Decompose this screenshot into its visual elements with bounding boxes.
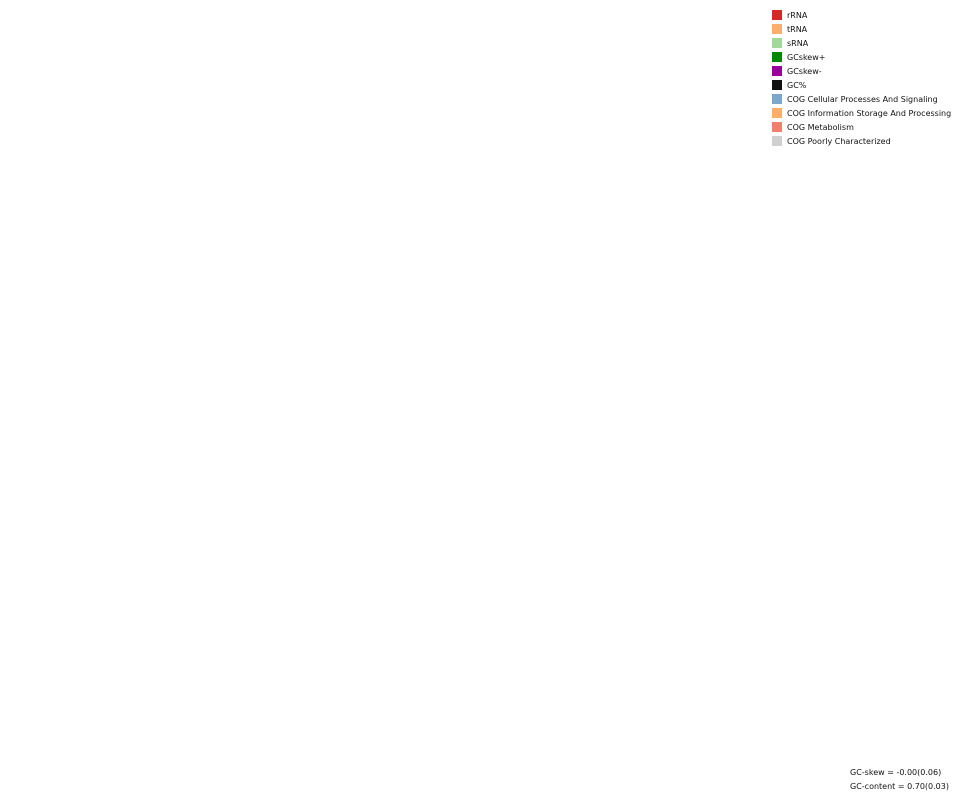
legend-item: COG Information Storage And Processing: [772, 106, 951, 120]
legend-label: COG Poorly Characterized: [787, 136, 891, 146]
legend-item: GC%: [772, 78, 951, 92]
legend-swatch: [772, 80, 782, 90]
legend-item: COG Poorly Characterized: [772, 134, 951, 148]
legend-item: GCskew+: [772, 50, 951, 64]
legend-label: tRNA: [787, 24, 808, 34]
legend-label: GCskew-: [787, 66, 822, 76]
legend-item: COG Cellular Processes And Signaling: [772, 92, 951, 106]
legend-label: COG Metabolism: [787, 122, 854, 132]
legend-item: tRNA: [772, 22, 951, 36]
legend-swatch: [772, 10, 782, 20]
legend: rRNA tRNA sRNA GCskew+ GCskew- GC% COG Cellula…: [772, 8, 951, 148]
gc-stats: GC-skew = -0.00(0.06) GC-content = 0.70(…: [850, 766, 949, 794]
legend-item: GCskew-: [772, 64, 951, 78]
legend-label: COG Cellular Processes And Signaling: [787, 94, 938, 104]
legend-swatch: [772, 52, 782, 62]
legend-swatch: [772, 122, 782, 132]
legend-swatch: [772, 94, 782, 104]
legend-swatch: [772, 136, 782, 146]
legend-swatch: [772, 66, 782, 76]
legend-swatch: [772, 38, 782, 48]
gc-content-stat: GC-content = 0.70(0.03): [850, 782, 949, 791]
legend-label: GC%: [787, 80, 807, 90]
legend-item: rRNA: [772, 8, 951, 22]
legend-swatch: [772, 24, 782, 34]
legend-label: GCskew+: [787, 52, 826, 62]
legend-label: sRNA: [787, 38, 809, 48]
track-guide-lines: [0, 0, 239, 69]
legend-item: sRNA: [772, 36, 951, 50]
legend-label: rRNA: [787, 10, 808, 20]
legend-label: COG Information Storage And Processing: [787, 108, 952, 118]
gc-skew-stat: GC-skew = -0.00(0.06): [850, 768, 942, 777]
legend-swatch: [772, 108, 782, 118]
legend-item: COG Metabolism: [772, 120, 951, 134]
